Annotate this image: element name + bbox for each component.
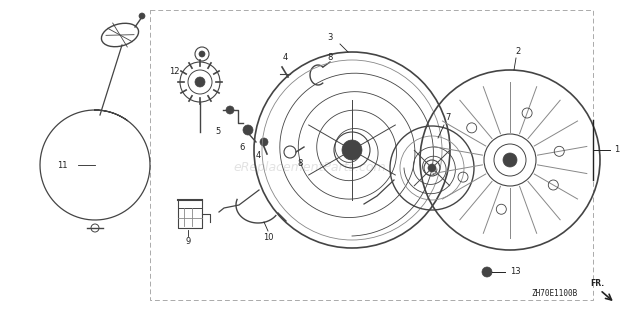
Text: 10: 10 — [263, 233, 273, 242]
Text: 4: 4 — [255, 152, 260, 161]
Circle shape — [195, 77, 205, 87]
Text: 8: 8 — [298, 158, 303, 167]
Text: 7: 7 — [445, 113, 451, 122]
Text: 2: 2 — [515, 47, 521, 56]
Text: ZH70E1100B: ZH70E1100B — [532, 289, 578, 298]
Text: 5: 5 — [215, 127, 221, 136]
Text: eReplacementParts.com: eReplacementParts.com — [234, 162, 386, 175]
Circle shape — [482, 267, 492, 277]
Text: 11: 11 — [57, 161, 67, 170]
Text: FR.: FR. — [590, 279, 604, 288]
Text: 6: 6 — [239, 144, 245, 153]
Circle shape — [139, 13, 145, 19]
Text: 4: 4 — [282, 54, 288, 63]
Text: 1: 1 — [614, 145, 619, 154]
Text: 13: 13 — [510, 268, 521, 277]
Circle shape — [260, 138, 268, 146]
Circle shape — [503, 153, 517, 167]
Text: 8: 8 — [327, 54, 333, 63]
Circle shape — [226, 106, 234, 114]
Circle shape — [199, 51, 205, 57]
Text: 12: 12 — [169, 68, 180, 77]
Circle shape — [428, 164, 436, 172]
Circle shape — [342, 140, 362, 160]
Text: 9: 9 — [185, 237, 190, 246]
Circle shape — [243, 125, 253, 135]
Text: 3: 3 — [327, 33, 333, 42]
Bar — [150, 10, 593, 300]
